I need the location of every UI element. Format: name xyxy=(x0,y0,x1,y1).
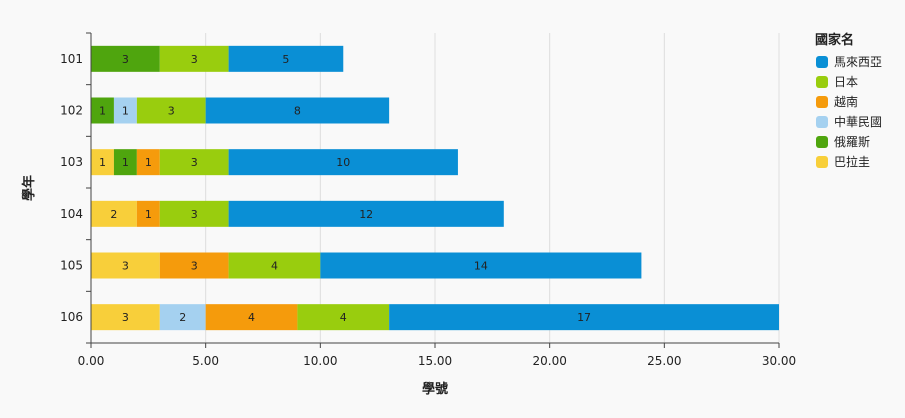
bar-value-label: 3 xyxy=(191,156,198,169)
bar-value-label: 4 xyxy=(271,260,278,273)
bar-value-label: 3 xyxy=(122,260,129,273)
legend-label: 巴拉圭 xyxy=(834,154,870,169)
legend-label: 中華民國 xyxy=(834,114,882,129)
bar-segment xyxy=(205,97,390,124)
bar-segment xyxy=(159,252,229,279)
x-tick-label: 15.00 xyxy=(418,354,452,368)
bar-segment xyxy=(228,200,504,227)
x-tick-label: 5.00 xyxy=(192,354,219,368)
bar-value-label: 3 xyxy=(191,260,198,273)
bar-value-label: 2 xyxy=(110,208,117,221)
bar-segment xyxy=(159,304,206,331)
legend-title: 國家名 xyxy=(815,32,854,48)
legend-swatch xyxy=(816,96,828,108)
legend-label: 馬來西亞 xyxy=(834,55,882,69)
bar-segment xyxy=(297,304,390,331)
legend-swatch xyxy=(816,156,828,168)
bar-value-label: 1 xyxy=(122,105,129,118)
bar-value-label: 12 xyxy=(359,208,373,221)
bar-value-label: 3 xyxy=(122,311,129,324)
x-axis-title: 學號 xyxy=(422,381,448,397)
bar-value-label: 3 xyxy=(122,53,129,66)
legend-swatch xyxy=(816,56,828,68)
y-tick-label: 104 xyxy=(60,207,83,221)
y-tick-label: 101 xyxy=(60,52,83,66)
legend-swatch xyxy=(816,116,828,128)
bar-segment xyxy=(136,149,160,176)
bar-segment xyxy=(228,252,321,279)
bar-segment xyxy=(228,149,458,176)
bar-value-label: 10 xyxy=(336,156,350,169)
bar-value-label: 1 xyxy=(145,208,152,221)
bar-segment xyxy=(159,149,229,176)
bar-value-label: 1 xyxy=(122,156,129,169)
bar-segment xyxy=(91,149,114,176)
bar-segment xyxy=(159,45,229,72)
bar-segment xyxy=(91,97,114,124)
bar-value-label: 1 xyxy=(99,105,106,118)
bar-value-label: 8 xyxy=(294,105,301,118)
bar-segment xyxy=(228,45,344,72)
x-tick-label: 10.00 xyxy=(303,354,337,368)
x-tick-label: 0.00 xyxy=(78,354,105,368)
y-tick-label: 105 xyxy=(60,259,83,273)
bar-value-label: 14 xyxy=(474,260,488,273)
legend-label: 俄羅斯 xyxy=(834,135,870,149)
bar-value-label: 3 xyxy=(168,105,175,118)
y-tick-label: 106 xyxy=(60,310,83,324)
bar-value-label: 4 xyxy=(248,311,255,324)
bar-segment xyxy=(136,97,206,124)
x-tick-label: 30.00 xyxy=(762,354,796,368)
bars: 3 3 5 1 1 3 8 1 1 1 3 10 2 1 3 12 3 3 4 14 3 2 4 4 17 xyxy=(91,45,779,331)
y-tick-label: 102 xyxy=(60,104,83,118)
y-axis-title: 學年 xyxy=(21,175,37,201)
bar-value-label: 2 xyxy=(179,311,186,324)
bar-value-label: 1 xyxy=(99,156,106,169)
axes: 0.00 5.00 10.00 15.00 20.00 25.00 30.001011021… xyxy=(60,32,796,368)
bar-segment xyxy=(113,97,137,124)
bar-segment xyxy=(91,304,160,331)
gridlines xyxy=(205,33,780,343)
bar-segment xyxy=(113,149,137,176)
x-tick-label: 20.00 xyxy=(532,354,566,368)
bar-value-label: 3 xyxy=(191,208,198,221)
legend-swatch xyxy=(816,76,828,88)
bar-segment xyxy=(91,200,137,227)
bar-value-label: 5 xyxy=(282,53,289,66)
bar-segment xyxy=(205,304,298,331)
legend-label: 日本 xyxy=(834,75,858,89)
bar-value-label: 3 xyxy=(191,53,198,66)
y-tick-label: 103 xyxy=(60,155,83,169)
bar-segment xyxy=(389,304,779,331)
legend-swatch xyxy=(816,136,828,148)
bar-segment xyxy=(159,200,229,227)
bar-segment xyxy=(136,200,160,227)
x-tick-label: 25.00 xyxy=(647,354,681,368)
bar-segment xyxy=(320,252,642,279)
bar-value-label: 17 xyxy=(577,311,591,324)
bar-value-label: 4 xyxy=(340,311,347,324)
legend-label: 越南 xyxy=(834,94,858,109)
bar-segment xyxy=(91,252,160,279)
bar-segment xyxy=(91,45,160,72)
bar-value-label: 1 xyxy=(145,156,152,169)
